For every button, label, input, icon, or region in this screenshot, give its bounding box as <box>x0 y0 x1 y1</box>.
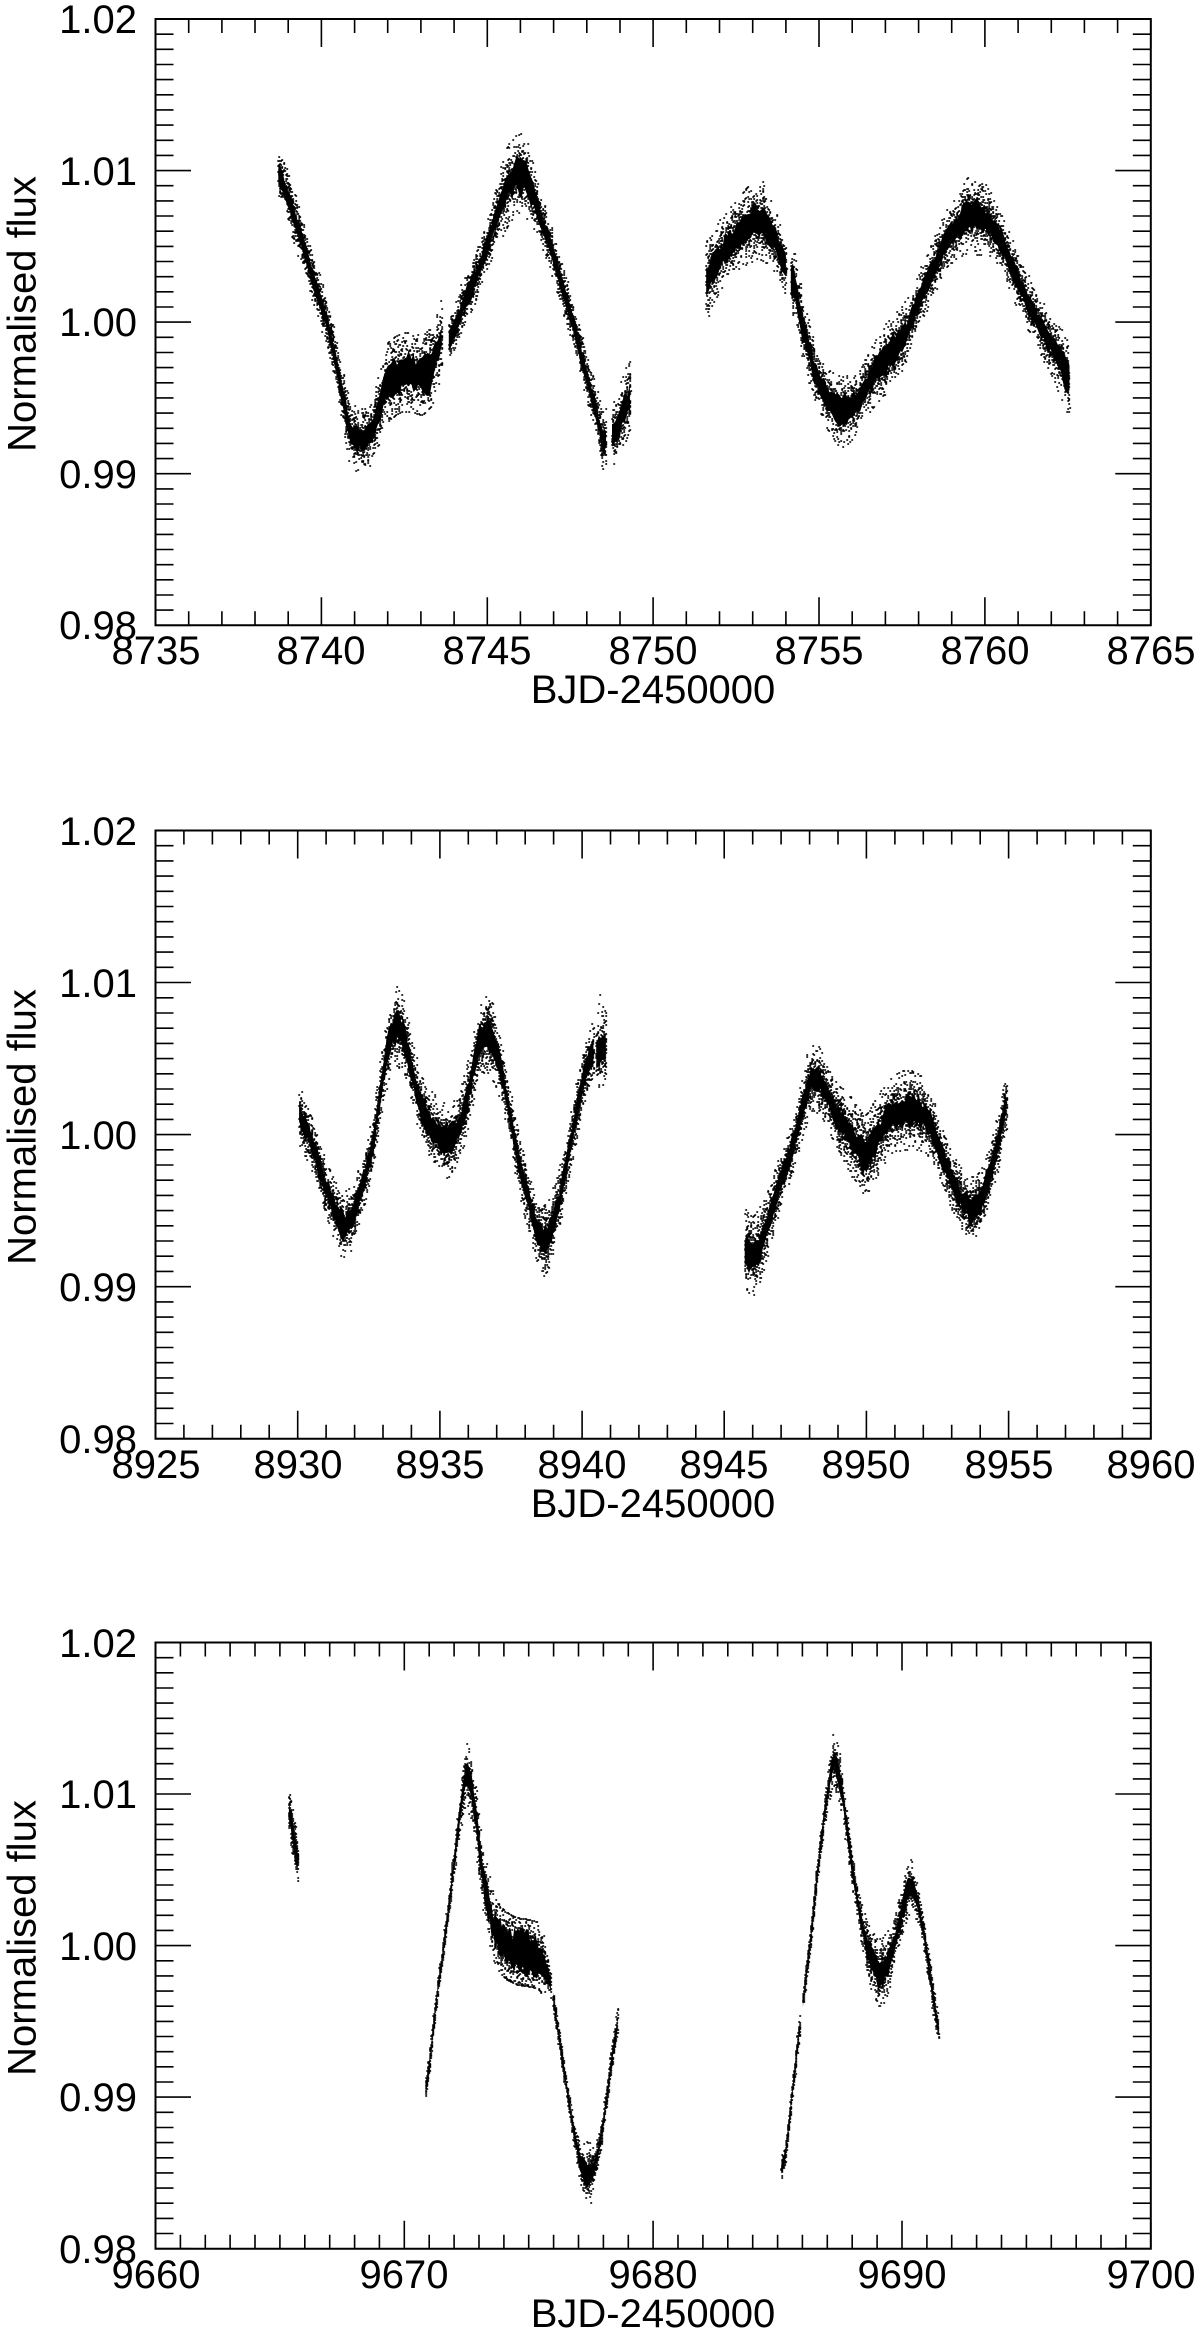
svg-text:0.99: 0.99 <box>59 2076 137 2120</box>
svg-text:9690: 9690 <box>858 2253 947 2297</box>
svg-text:8930: 8930 <box>254 1443 343 1487</box>
svg-text:0.99: 0.99 <box>59 453 137 497</box>
svg-text:8755: 8755 <box>775 629 864 673</box>
svg-text:Normalised flux: Normalised flux <box>1 989 45 1265</box>
svg-text:1.01: 1.01 <box>59 962 137 1006</box>
svg-text:0.99: 0.99 <box>59 1266 137 1310</box>
svg-text:8945: 8945 <box>680 1443 769 1487</box>
svg-text:1.00: 1.00 <box>59 1114 137 1158</box>
svg-text:8750: 8750 <box>609 629 698 673</box>
svg-text:1.01: 1.01 <box>59 150 137 194</box>
svg-text:0.98: 0.98 <box>59 1418 137 1462</box>
svg-text:BJD-2450000: BJD-2450000 <box>531 1482 776 1526</box>
svg-text:Normalised flux: Normalised flux <box>1 1800 45 2076</box>
svg-text:Normalised flux: Normalised flux <box>1 176 45 452</box>
svg-text:9700: 9700 <box>1107 2253 1196 2297</box>
svg-text:8735: 8735 <box>112 629 201 673</box>
svg-text:8940: 8940 <box>538 1443 627 1487</box>
svg-text:BJD-2450000: BJD-2450000 <box>531 668 776 712</box>
svg-text:8955: 8955 <box>965 1443 1054 1487</box>
svg-text:1.02: 1.02 <box>59 0 137 42</box>
svg-text:0.98: 0.98 <box>59 604 137 648</box>
svg-text:1.00: 1.00 <box>59 1925 137 1969</box>
svg-text:8740: 8740 <box>277 629 366 673</box>
svg-text:9660: 9660 <box>112 2253 201 2297</box>
svg-text:8960: 8960 <box>1107 1443 1196 1487</box>
svg-text:1.01: 1.01 <box>59 1773 137 1817</box>
svg-text:9670: 9670 <box>360 2253 449 2297</box>
svg-text:8925: 8925 <box>112 1443 201 1487</box>
svg-text:9680: 9680 <box>609 2253 698 2297</box>
svg-text:0.98: 0.98 <box>59 2228 137 2272</box>
svg-text:8745: 8745 <box>443 629 532 673</box>
svg-text:BJD-2450000: BJD-2450000 <box>531 2292 776 2336</box>
svg-text:8765: 8765 <box>1107 629 1196 673</box>
svg-text:1.02: 1.02 <box>59 1622 137 1666</box>
svg-text:1.02: 1.02 <box>59 810 137 854</box>
svg-text:8935: 8935 <box>396 1443 485 1487</box>
svg-text:8950: 8950 <box>822 1443 911 1487</box>
svg-text:1.00: 1.00 <box>59 301 137 345</box>
svg-text:8760: 8760 <box>941 629 1030 673</box>
